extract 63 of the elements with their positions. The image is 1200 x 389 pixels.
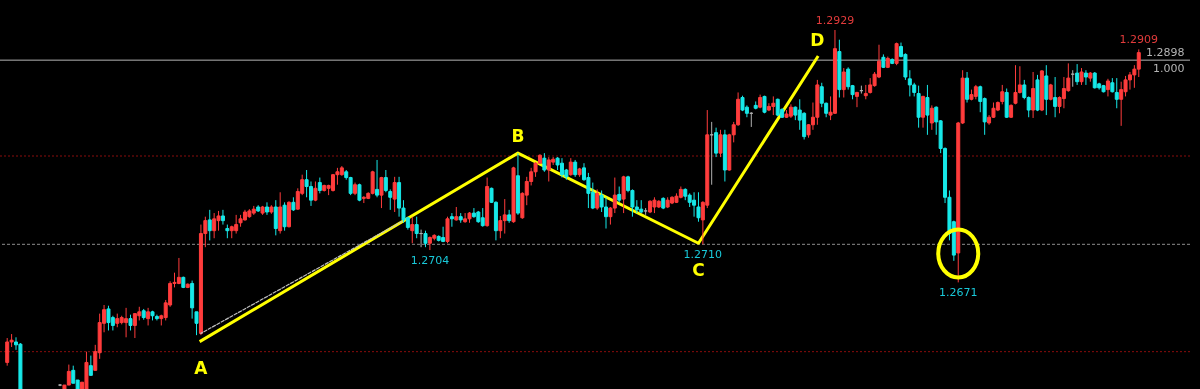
candlestick <box>498 215 503 239</box>
candlestick <box>1000 84 1005 105</box>
annotation: 1.2909 <box>1119 33 1159 47</box>
candlestick <box>5 337 10 367</box>
candlestick <box>542 152 547 173</box>
candlestick <box>234 214 239 235</box>
text: 1.2898 <box>1146 46 1185 60</box>
candlestick <box>273 199 278 236</box>
candlestick <box>282 201 287 232</box>
candlestick <box>502 198 507 235</box>
candlestick <box>212 212 217 239</box>
candlestick <box>207 209 212 241</box>
candlestick <box>1075 63 1080 86</box>
candlestick <box>445 216 450 244</box>
candlestick <box>278 191 283 235</box>
annotation: 1.2671 <box>939 286 978 300</box>
annotation: 1.2929 <box>815 14 855 27</box>
annotation: C <box>692 260 705 281</box>
annotation: 1.2704 <box>410 254 450 268</box>
candlestick <box>696 191 701 223</box>
candlestick <box>392 176 397 213</box>
candlestick <box>595 188 600 211</box>
candlestick <box>507 209 512 224</box>
candlestick <box>410 216 415 244</box>
candlestick <box>771 95 776 116</box>
annotation: 1.2710 <box>683 248 723 262</box>
candlestick <box>921 95 926 129</box>
candlestick <box>427 235 432 251</box>
candlestick <box>546 156 551 182</box>
candlestick <box>612 177 617 214</box>
candlestick <box>714 127 719 158</box>
candlestick <box>802 111 807 140</box>
candlestick <box>220 209 225 226</box>
candlestick <box>1114 77 1119 109</box>
candlestick <box>841 67 846 98</box>
candlestick <box>176 257 181 285</box>
candlestick <box>1013 64 1018 105</box>
candlestick <box>375 159 380 198</box>
candlestick <box>692 191 697 218</box>
candlestick <box>854 91 859 108</box>
candlestick <box>916 85 921 129</box>
candlestick <box>449 212 454 228</box>
annotation: D <box>810 30 825 51</box>
text: 1.000 <box>1153 62 1185 76</box>
candlestick <box>441 226 446 243</box>
candlestick <box>471 207 476 219</box>
candlestick <box>1061 76 1066 109</box>
candlestick <box>88 355 93 376</box>
candlestick <box>379 176 384 209</box>
candlestick <box>414 216 419 239</box>
candlestick <box>1136 48 1141 78</box>
candlestick <box>106 305 111 331</box>
candlestick <box>925 84 930 136</box>
candlestick <box>66 364 71 386</box>
candlestick <box>718 129 723 158</box>
candlestick <box>846 66 851 91</box>
annotation: B <box>511 126 525 147</box>
candlestick <box>621 175 626 214</box>
annotation: A <box>194 357 209 378</box>
candlestick <box>1119 81 1124 127</box>
candlestick <box>1044 64 1049 116</box>
candlestick <box>480 207 485 228</box>
candlestick <box>929 104 934 131</box>
